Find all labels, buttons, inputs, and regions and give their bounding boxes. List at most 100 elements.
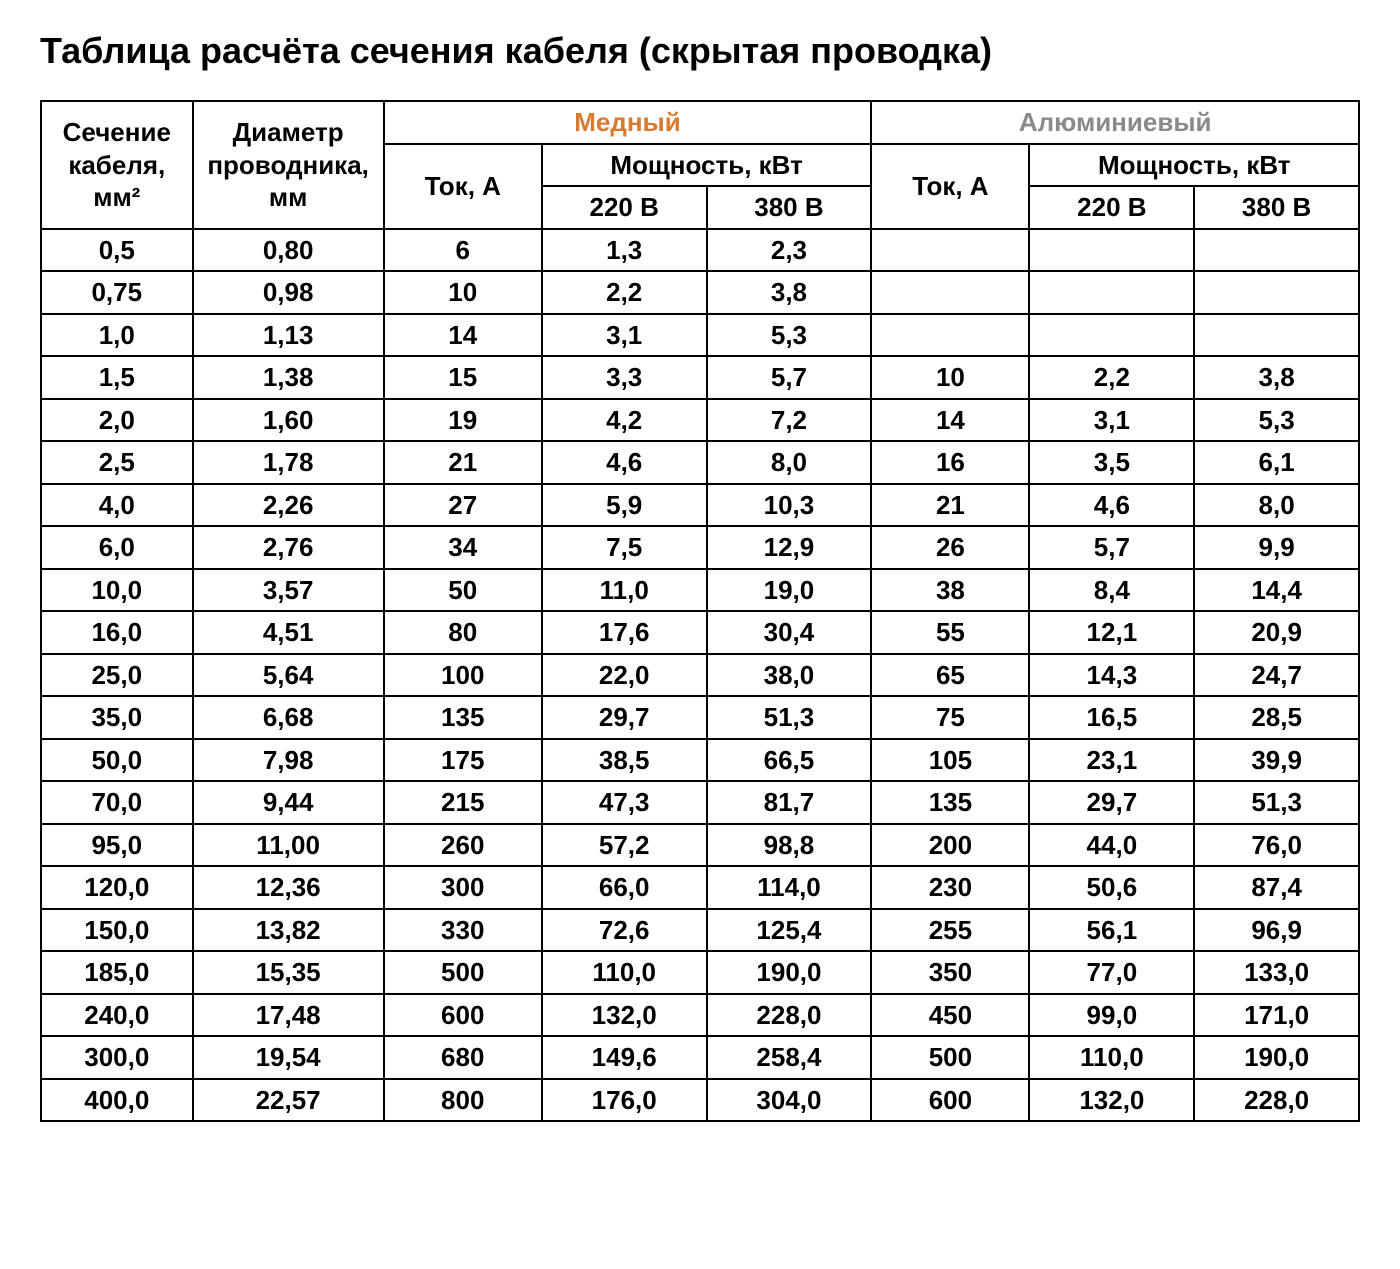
table-cell: 25,0 [41, 654, 193, 697]
table-cell: 4,2 [542, 399, 707, 442]
table-cell: 135 [871, 781, 1029, 824]
table-cell: 15,35 [193, 951, 384, 994]
table-cell: 110,0 [542, 951, 707, 994]
table-cell: 185,0 [41, 951, 193, 994]
table-cell: 8,0 [1194, 484, 1359, 527]
col-cu-380: 380 В [707, 186, 872, 229]
table-row: 6,02,76347,512,9265,79,9 [41, 526, 1359, 569]
table-cell: 65 [871, 654, 1029, 697]
table-row: 2,51,78214,68,0163,56,1 [41, 441, 1359, 484]
table-cell: 12,1 [1029, 611, 1194, 654]
table-row: 240,017,48600132,0228,045099,0171,0 [41, 994, 1359, 1037]
table-cell: 175 [384, 739, 542, 782]
table-cell: 400,0 [41, 1079, 193, 1122]
table-cell: 98,8 [707, 824, 872, 867]
table-cell: 190,0 [1194, 1036, 1359, 1079]
table-row: 10,03,575011,019,0388,414,4 [41, 569, 1359, 612]
table-cell: 22,0 [542, 654, 707, 697]
table-cell: 80 [384, 611, 542, 654]
table-cell: 5,3 [1194, 399, 1359, 442]
table-cell: 3,57 [193, 569, 384, 612]
table-cell: 2,5 [41, 441, 193, 484]
table-cell: 2,2 [1029, 356, 1194, 399]
table-cell: 22,57 [193, 1079, 384, 1122]
table-row: 1,01,13143,15,3 [41, 314, 1359, 357]
table-cell: 75 [871, 696, 1029, 739]
table-cell: 24,7 [1194, 654, 1359, 697]
table-cell: 228,0 [1194, 1079, 1359, 1122]
table-cell: 132,0 [1029, 1079, 1194, 1122]
table-cell: 304,0 [707, 1079, 872, 1122]
table-cell [1029, 271, 1194, 314]
table-cell: 5,7 [1029, 526, 1194, 569]
table-cell: 3,8 [1194, 356, 1359, 399]
table-cell: 14 [384, 314, 542, 357]
table-cell: 3,8 [707, 271, 872, 314]
table-cell: 14 [871, 399, 1029, 442]
table-cell: 7,2 [707, 399, 872, 442]
table-cell: 66,0 [542, 866, 707, 909]
table-cell: 9,44 [193, 781, 384, 824]
table-cell: 1,3 [542, 229, 707, 272]
table-cell: 38,5 [542, 739, 707, 782]
table-row: 0,750,98102,23,8 [41, 271, 1359, 314]
table-cell: 14,4 [1194, 569, 1359, 612]
table-cell: 4,0 [41, 484, 193, 527]
table-cell: 149,6 [542, 1036, 707, 1079]
table-cell: 87,4 [1194, 866, 1359, 909]
table-cell: 1,0 [41, 314, 193, 357]
table-cell: 10,3 [707, 484, 872, 527]
table-cell: 95,0 [41, 824, 193, 867]
table-cell: 16,0 [41, 611, 193, 654]
table-row: 150,013,8233072,6125,425556,196,9 [41, 909, 1359, 952]
table-cell: 258,4 [707, 1036, 872, 1079]
table-cell [871, 229, 1029, 272]
table-cell: 176,0 [542, 1079, 707, 1122]
table-cell: 15 [384, 356, 542, 399]
table-row: 300,019,54680149,6258,4500110,0190,0 [41, 1036, 1359, 1079]
col-al-380: 380 В [1194, 186, 1359, 229]
table-cell: 5,9 [542, 484, 707, 527]
col-al-power: Мощность, кВт [1029, 144, 1359, 187]
table-cell: 57,2 [542, 824, 707, 867]
table-cell: 7,98 [193, 739, 384, 782]
col-al-220: 220 В [1029, 186, 1194, 229]
table-cell: 300 [384, 866, 542, 909]
table-cell: 133,0 [1194, 951, 1359, 994]
table-cell: 800 [384, 1079, 542, 1122]
table-cell: 30,4 [707, 611, 872, 654]
table-cell [871, 314, 1029, 357]
table-cell: 19 [384, 399, 542, 442]
table-cell: 350 [871, 951, 1029, 994]
table-cell: 99,0 [1029, 994, 1194, 1037]
table-cell: 4,51 [193, 611, 384, 654]
table-row: 4,02,26275,910,3214,68,0 [41, 484, 1359, 527]
table-cell: 7,5 [542, 526, 707, 569]
table-cell: 2,26 [193, 484, 384, 527]
table-cell: 50 [384, 569, 542, 612]
table-cell: 1,60 [193, 399, 384, 442]
table-cell: 135 [384, 696, 542, 739]
table-cell: 2,0 [41, 399, 193, 442]
table-cell: 105 [871, 739, 1029, 782]
table-cell: 34 [384, 526, 542, 569]
table-cell: 11,00 [193, 824, 384, 867]
table-cell: 38,0 [707, 654, 872, 697]
table-cell: 17,6 [542, 611, 707, 654]
col-group-copper: Медный [384, 101, 872, 144]
table-cell: 120,0 [41, 866, 193, 909]
table-cell: 190,0 [707, 951, 872, 994]
table-cell: 6,0 [41, 526, 193, 569]
table-row: 120,012,3630066,0114,023050,687,4 [41, 866, 1359, 909]
table-row: 70,09,4421547,381,713529,751,3 [41, 781, 1359, 824]
table-cell: 28,5 [1194, 696, 1359, 739]
table-cell: 1,38 [193, 356, 384, 399]
table-cell: 26 [871, 526, 1029, 569]
table-cell: 3,5 [1029, 441, 1194, 484]
table-cell: 76,0 [1194, 824, 1359, 867]
table-cell: 171,0 [1194, 994, 1359, 1037]
table-cell: 600 [384, 994, 542, 1037]
table-row: 1,51,38153,35,7102,23,8 [41, 356, 1359, 399]
table-cell: 12,9 [707, 526, 872, 569]
table-cell: 0,75 [41, 271, 193, 314]
